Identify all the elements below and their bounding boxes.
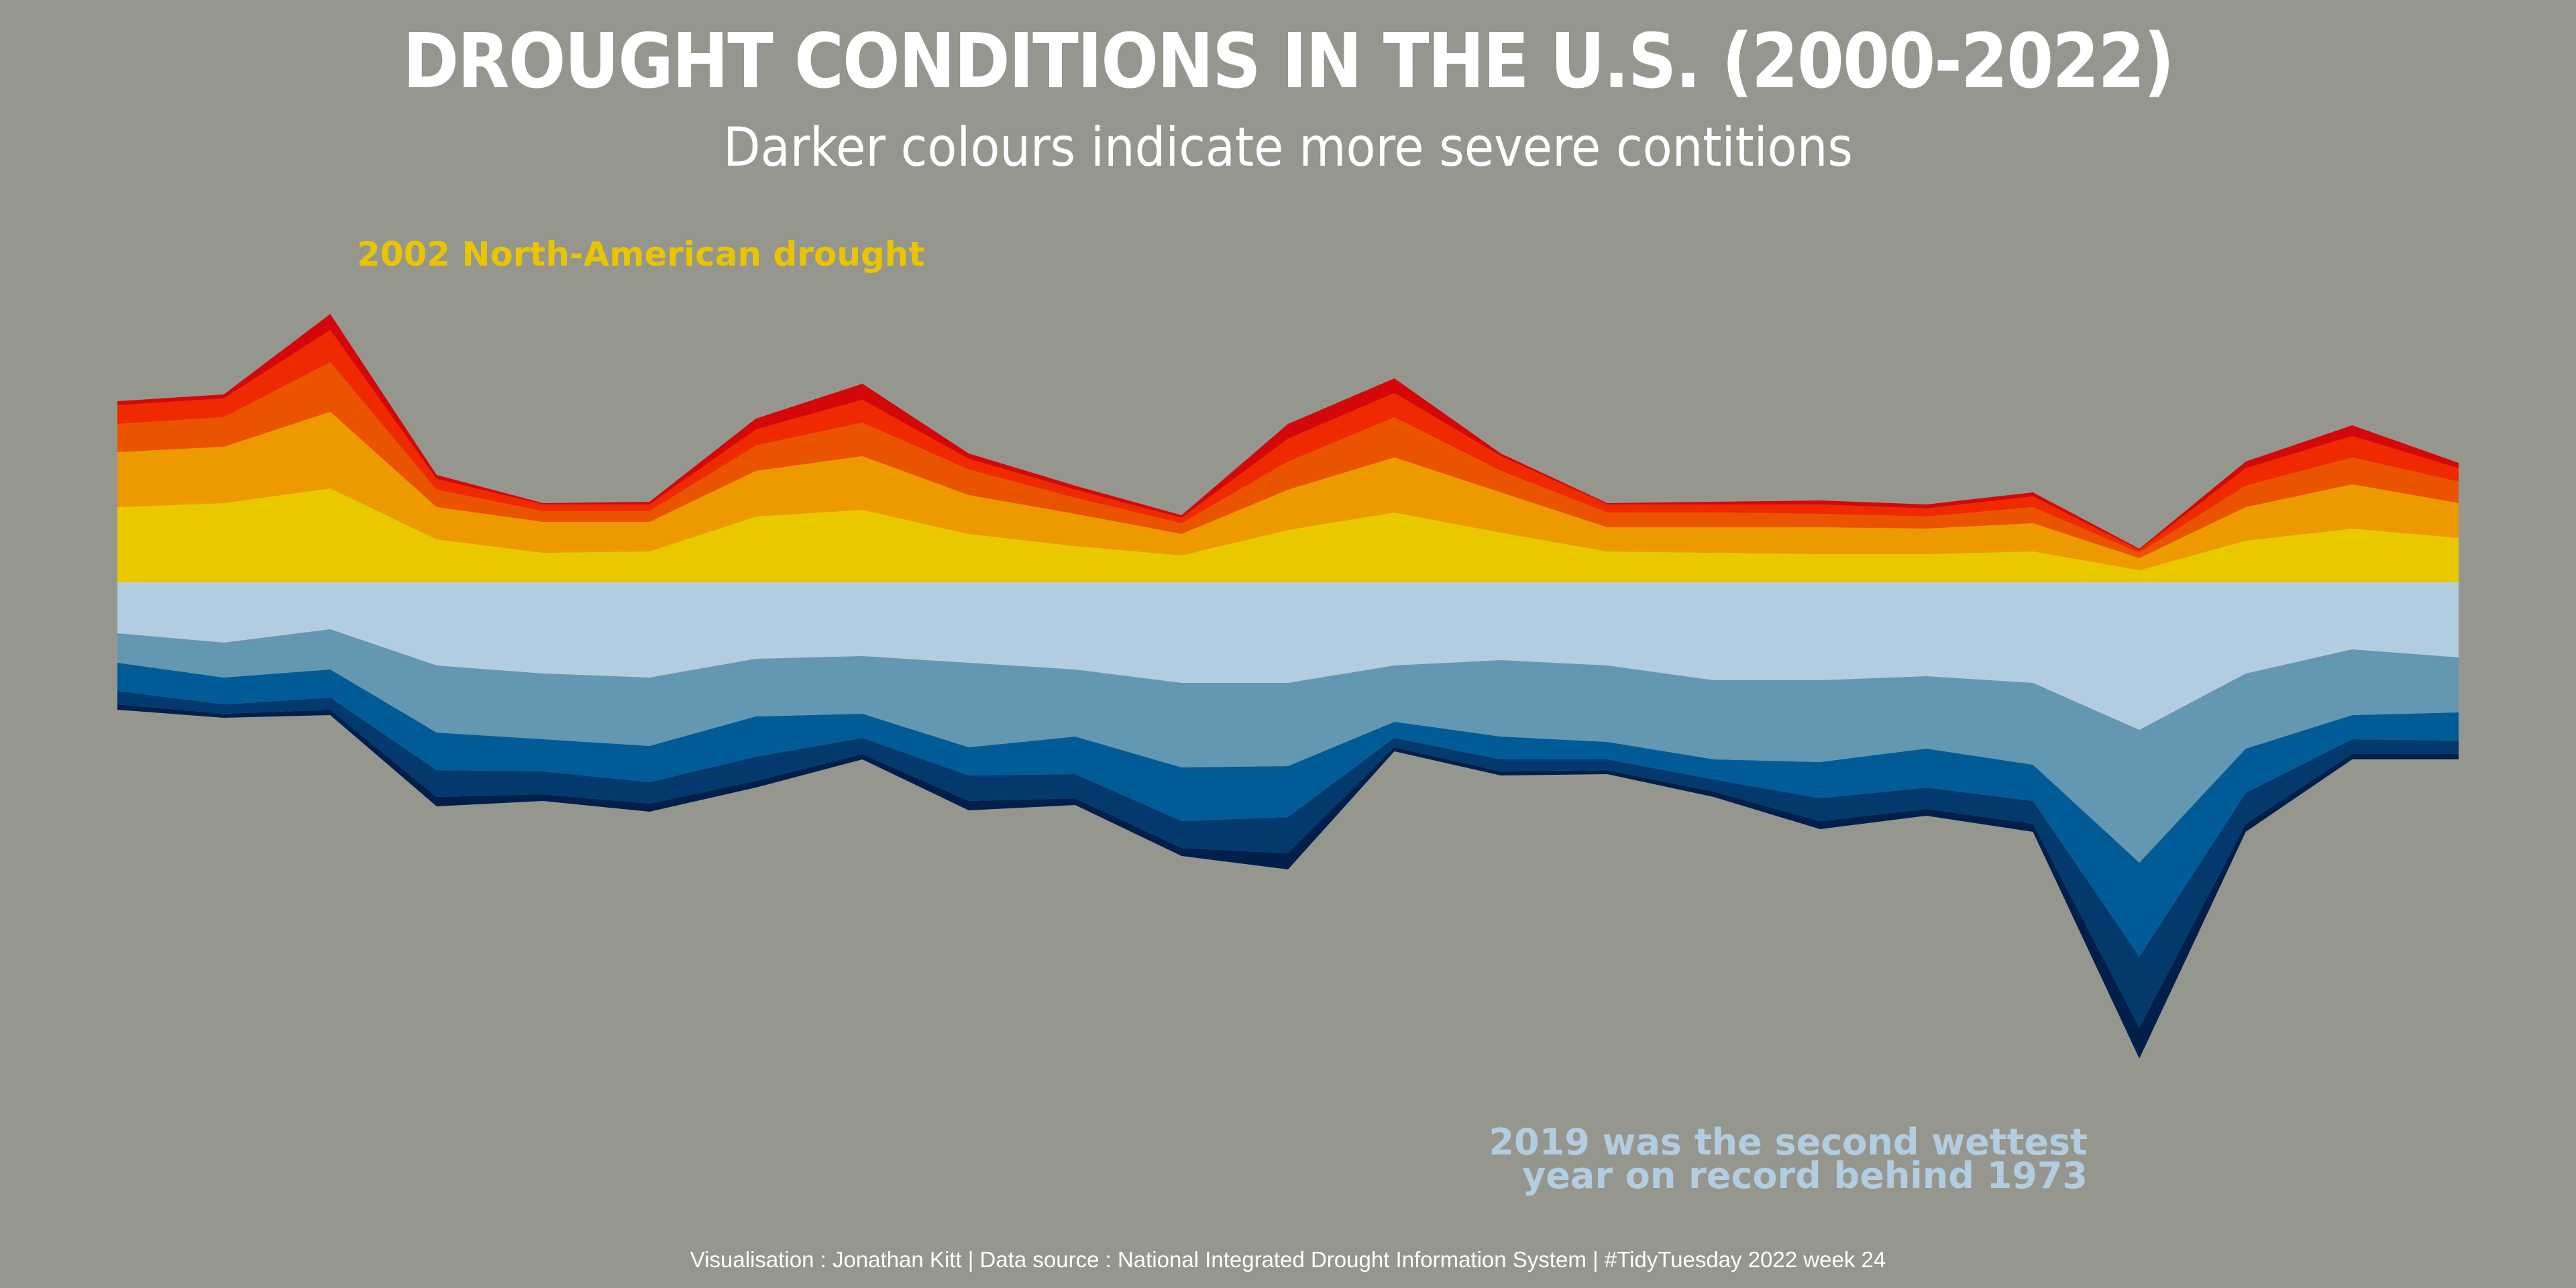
annotation-2019-line1: 2019 was the second wettest xyxy=(1489,1121,2088,1163)
dry-area-d4 xyxy=(117,314,2459,550)
wet-area-w3 xyxy=(117,691,2459,1028)
chart-title: DROUGHT CONDITIONS IN THE U.S. (2000-202… xyxy=(402,18,2175,105)
chart-subtitle: Darker colours indicate more severe cont… xyxy=(723,116,1853,178)
wet-area-w4 xyxy=(117,704,2459,1059)
annotation-2019-line2: year on record behind 1973 xyxy=(1522,1155,2088,1197)
dry-area-d1 xyxy=(117,412,2459,570)
source-caption: Visualisation : Jonathan Kitt | Data sou… xyxy=(690,1247,1886,1272)
wet-area-w0 xyxy=(117,582,2459,730)
dry-area-d0 xyxy=(117,488,2459,582)
annotation-2002-drought: 2002 North-American drought xyxy=(357,235,925,274)
area-layers xyxy=(117,314,2459,1059)
annotation-2019-wettest: 2019 was the second wettest year on reco… xyxy=(1148,1121,2088,1197)
dry-area-d3 xyxy=(117,330,2459,553)
wet-area-w2 xyxy=(117,663,2459,957)
wet-area-w1 xyxy=(117,629,2459,863)
